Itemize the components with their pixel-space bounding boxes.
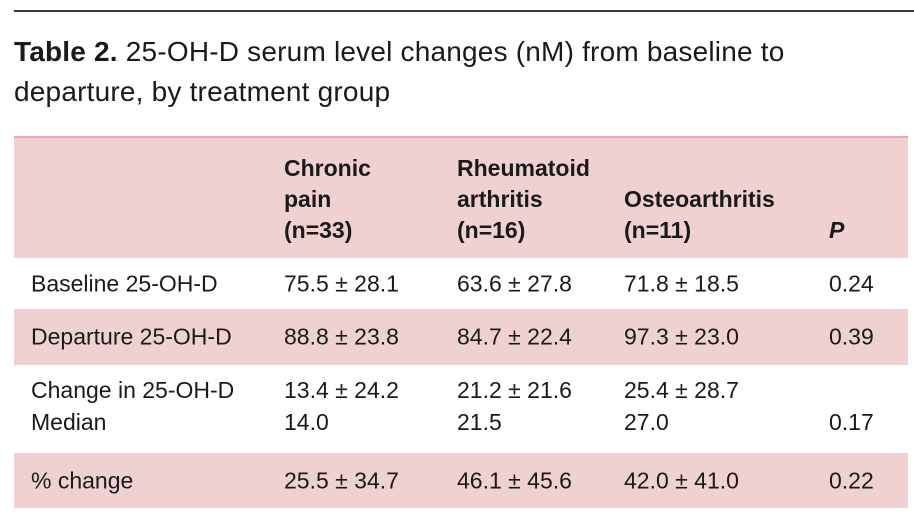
header-line: (n=11) [624,217,692,243]
cell-osteoarthritis: 42.0 ± 41.0 [624,467,739,493]
cell-osteoarthritis: 25.4 ± 28.7 [624,377,739,403]
cell-rheumatoid-arthritis: 21.2 ± 21.6 [457,377,572,403]
table-row: Departure 25-OH-D 88.8 ± 23.8 84.7 ± 22.… [14,309,908,365]
table-row: Baseline 25-OH-D 75.5 ± 28.1 63.6 ± 27.8… [14,258,908,309]
cell-chronic-pain: 88.8 ± 23.8 [284,323,399,350]
row-label: Median [31,409,107,435]
header-line: (n=33) [284,217,353,243]
cell-osteoarthritis: 27.0 [624,409,669,435]
table-caption: Table 2. 25-OH-D serum level changes (nM… [14,32,894,112]
cell-osteoarthritis: 71.8 ± 18.5 [624,270,739,296]
cell-p-value: 0.24 [829,270,874,296]
row-label: Change in 25-OH-D [31,377,235,403]
cell-p-value: 0.39 [829,323,874,350]
cell-rheumatoid-arthritis: 21.5 [457,409,502,435]
header-line: Chronic [284,155,371,181]
header-line: arthritis [457,186,543,212]
cell-chronic-pain: 14.0 [284,409,329,435]
header-osteoarthritis: Osteoarthritis (n=11) [624,184,775,246]
cell-osteoarthritis: 97.3 ± 23.0 [624,323,739,350]
header-chronic-pain: Chronic pain (n=33) [284,153,371,246]
table-row: % change 25.5 ± 34.7 46.1 ± 45.6 42.0 ± … [14,453,908,508]
cell-chronic-pain: 75.5 ± 28.1 [284,270,399,296]
header-line: (n=16) [457,217,526,243]
header-line: Osteoarthritis [624,186,775,212]
cell-rheumatoid-arthritis: 84.7 ± 22.4 [457,323,572,350]
header-line: Rheumatoid [457,155,590,181]
caption-text: 25-OH-D serum level changes (nM) from ba… [14,36,785,107]
header-p-value: P [829,217,845,243]
caption-label: Table 2. [14,36,118,67]
table-header-row: Chronic pain (n=33) Rheumatoid arthritis… [14,138,908,258]
cell-p-value: 0.17 [829,409,874,435]
table-top-rule [14,136,908,138]
top-rule [14,10,914,12]
cell-p-value: 0.22 [829,467,874,493]
cell-chronic-pain: 13.4 ± 24.2 [284,377,399,403]
header-line: pain [284,186,332,212]
table-row: Change in 25-OH-D 13.4 ± 24.2 21.2 ± 21.… [14,365,908,453]
cell-rheumatoid-arthritis: 46.1 ± 45.6 [457,467,572,493]
row-label: Departure 25-OH-D [31,323,232,350]
cell-chronic-pain: 25.5 ± 34.7 [284,467,399,493]
row-label: Baseline 25-OH-D [31,270,218,296]
row-label: % change [31,467,134,493]
cell-rheumatoid-arthritis: 63.6 ± 27.8 [457,270,572,296]
header-rheumatoid-arthritis: Rheumatoid arthritis (n=16) [457,153,590,246]
data-table: Chronic pain (n=33) Rheumatoid arthritis… [14,136,908,508]
